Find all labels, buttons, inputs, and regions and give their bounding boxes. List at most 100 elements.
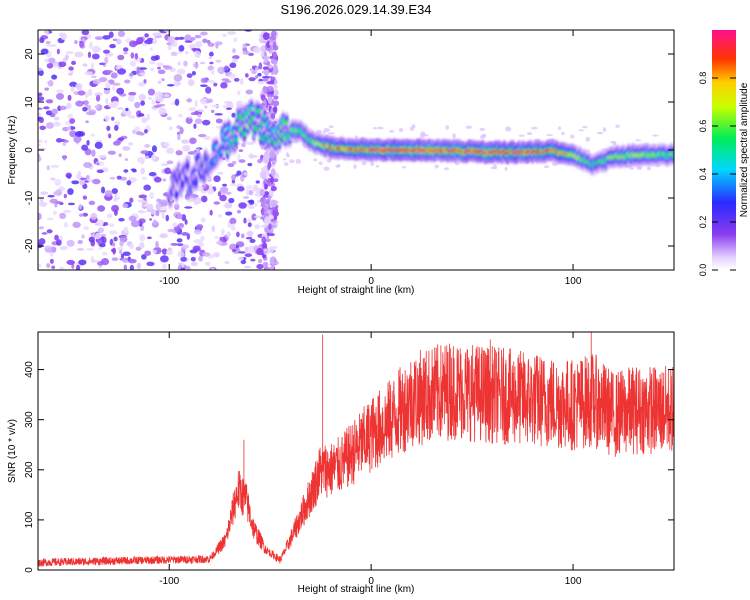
spectrogram-noise-blob [251, 213, 257, 221]
spectrogram-noise-blob [66, 259, 76, 265]
spectrogram-speckle [409, 126, 414, 132]
spectrogram-noise-blob [48, 44, 57, 47]
spectrogram-streak-blob [270, 199, 278, 208]
spectrogram-noise-blob [153, 176, 162, 183]
spectrogram-noise-blob [121, 176, 127, 181]
spectrogram-speckle [328, 125, 334, 129]
spectrogram-speckle [561, 131, 565, 136]
spectrogram-noise-blob [78, 203, 83, 210]
spectrogram-noise-blob [107, 150, 116, 155]
spectrogram-noise-blob [39, 37, 45, 44]
spectrogram-noise-blob [210, 109, 215, 114]
spectrogram-noise-blob [238, 149, 244, 153]
spectrogram-noise-blob [74, 40, 78, 44]
spectrogram-noise-blob [194, 100, 198, 108]
spectrogram-noise-blob [213, 175, 221, 183]
spectrogram-noise-blob [222, 33, 227, 38]
spectrogram-noise-blob [166, 83, 175, 87]
spectrogram-noise-blob [83, 99, 89, 107]
spectrogram-noise-blob [100, 186, 106, 194]
spectrogram-noise-blob [146, 261, 155, 267]
spectrogram-noise-blob [38, 154, 41, 162]
spectrogram-noise-blob [245, 188, 249, 196]
spectrogram-noise-blob [45, 99, 53, 104]
spectrogram-noise-blob [224, 65, 229, 70]
spectrogram-noise-blob [86, 248, 95, 251]
spectrogram-noise-blob [157, 69, 166, 75]
spectrogram-noise-blob [178, 113, 183, 118]
spectrogram-noise-blob [183, 60, 188, 67]
spectrogram-noise-blob [161, 248, 168, 255]
spectrogram-y-tick-label: 0 [24, 147, 35, 153]
spectrogram-noise-blob [163, 93, 170, 98]
spectrogram-noise-blob [68, 66, 74, 71]
spectrogram-noise-blob [245, 236, 253, 240]
spectrogram-speckle [422, 134, 429, 137]
spectrogram-noise-blob [177, 61, 181, 66]
spectrogram-noise-blob [208, 51, 214, 57]
spectrogram-noise-blob [243, 217, 247, 224]
spectrogram-noise-blob [135, 131, 143, 136]
spectrogram-noise-blob [111, 204, 120, 213]
spectrogram-noise-blob [184, 206, 193, 209]
spectrogram-noise-blob [191, 70, 196, 76]
spectrogram-noise-blob [69, 130, 77, 138]
spectrogram-noise-blob [163, 142, 170, 148]
spectrogram-noise-blob [128, 215, 137, 222]
spectrogram-noise-blob [90, 133, 95, 137]
spectrogram-noise-blob [38, 139, 43, 143]
spectrogram-streak-blob [269, 182, 276, 187]
spectrogram-noise-blob [152, 219, 157, 225]
spectrogram-speckle [578, 129, 584, 132]
spectrogram-noise-blob [102, 35, 111, 40]
spectrogram-speckle [361, 160, 367, 166]
spectrogram-noise-blob [79, 41, 85, 48]
spectrogram-noise-blob [100, 233, 107, 237]
spectrogram-noise-blob [147, 96, 153, 101]
spectrogram-noise-blob [44, 140, 48, 144]
spectrogram-noise-blob [115, 65, 121, 70]
spectrogram-noise-blob [194, 34, 202, 39]
spectrogram-noise-blob [185, 50, 189, 55]
spectrogram-noise-blob [159, 233, 168, 239]
spectrogram-noise-blob [104, 56, 109, 64]
spectrogram-noise-blob [238, 202, 247, 209]
spectrogram-y-tick-label: 10 [24, 96, 35, 108]
spectrogram-noise-blob [113, 236, 118, 242]
spectrogram-noise-blob [39, 201, 48, 207]
spectrogram-noise-blob [79, 180, 86, 186]
spectrogram-noise-blob [246, 245, 256, 254]
spectrogram-ridge-cell [238, 127, 243, 132]
spectrogram-noise-blob [190, 256, 196, 262]
spectrogram-noise [38, 30, 670, 270]
spectrogram-noise-blob [187, 79, 195, 86]
spectrogram-noise-blob [108, 223, 115, 227]
spectrogram-noise-blob [90, 256, 95, 264]
spectrogram-noise-blob [203, 135, 211, 140]
spectrogram-noise-blob [175, 150, 183, 156]
spectrogram-noise-blob [138, 113, 145, 117]
spectrogram-noise-blob [105, 97, 109, 105]
spectrogram-noise-blob [119, 249, 123, 255]
spectrogram-noise-blob [189, 137, 197, 144]
spectrogram-speckle [445, 125, 450, 130]
spectrogram-streak-blob [265, 199, 270, 203]
spectrogram-noise-blob [202, 252, 211, 257]
spectrogram-noise-blob [108, 31, 114, 38]
spectrogram-noise-blob [231, 174, 236, 181]
spectrogram-noise-blob [166, 160, 174, 165]
spectrogram-noise-blob [198, 255, 203, 262]
spectrogram-streak-blob [270, 113, 276, 120]
spectrogram-ridge-cell [185, 163, 190, 169]
spectrogram-speckle [543, 165, 550, 169]
spectrogram-noise-blob [118, 218, 125, 222]
spectrogram-speckle [377, 126, 384, 130]
spectrogram-noise-blob [108, 102, 114, 108]
spectrogram-noise-blob [124, 158, 129, 161]
spectrogram-noise-blob [244, 253, 253, 258]
spectrogram-noise-blob [141, 117, 148, 123]
spectrogram-noise-blob [188, 107, 197, 112]
spectrogram-noise-blob [94, 104, 99, 109]
spectrogram-noise-blob [138, 210, 144, 214]
spectrogram-noise-blob [118, 153, 122, 158]
